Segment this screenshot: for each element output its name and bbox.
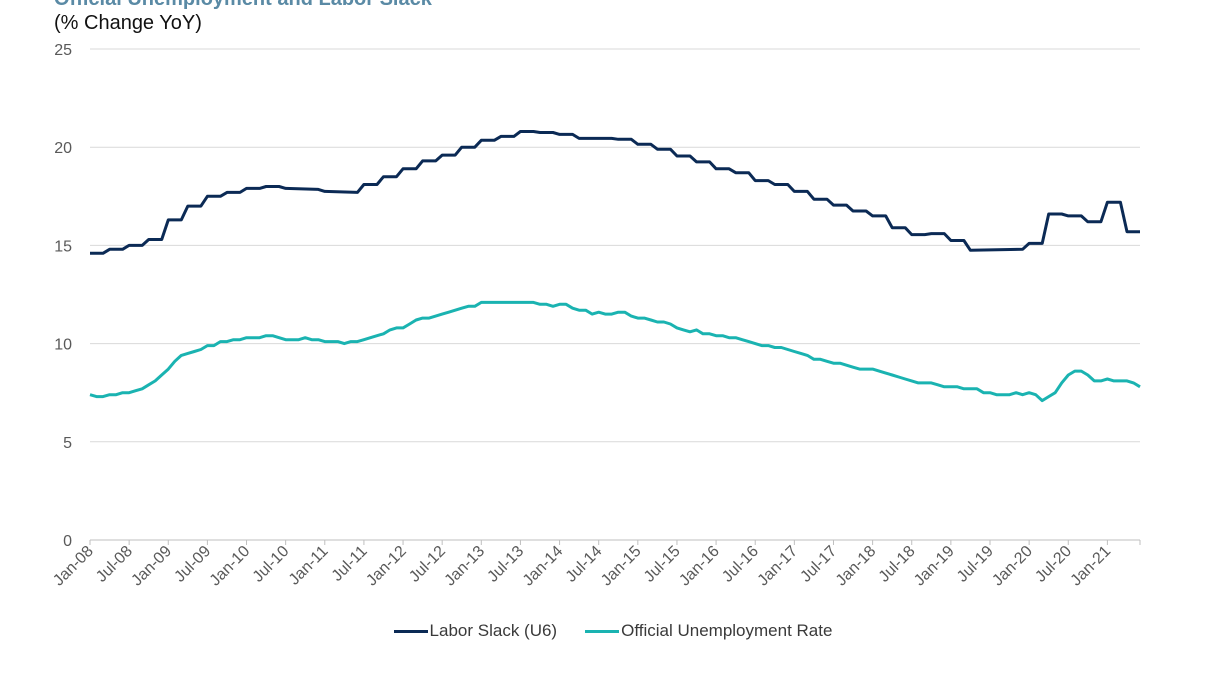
x-tick-label: Jan-20 [989,543,1036,590]
gridlines [90,48,1140,443]
legend-item-unemployment: Official Unemployment Rate [585,621,832,641]
legend-item-u6: Labor Slack (U6) [393,621,558,641]
x-tick-label: Jan-13 [442,543,489,590]
series-line-official-unemployment-rate [89,300,1141,403]
x-tick-label: Jan-15 [598,543,645,590]
y-tick-label: 0 [63,533,72,550]
x-tick-label: Jan-09 [128,543,175,590]
legend-swatch-u6 [393,629,428,633]
chart-subtitle: (% Change YoY) [54,12,202,34]
x-tick-label: Jan-14 [520,543,567,590]
y-tick-label: 20 [54,140,72,157]
x-tick-label: Jan-21 [1068,543,1115,590]
y-axis: 0 5 10 15 20 25 [54,42,72,550]
legend-label-u6: Labor Slack (U6) [429,621,558,640]
x-tick-label: Jan-17 [755,543,802,590]
legend: Labor Slack (U6) Official Unemployment R… [0,621,1226,641]
x-tick-label: Jan-11 [286,543,332,589]
y-tick-label: 10 [54,337,72,354]
x-tick-label: Jul-10 [250,543,293,586]
x-tick-label: Jan-16 [676,543,723,590]
chart-title: Official Unemployment and Labor Slack [54,0,432,11]
legend-swatch-unemployment [585,629,620,633]
series-lines [89,130,1141,403]
x-tick-label: Jan-19 [911,543,958,590]
x-tick-label: Jan-12 [363,543,410,590]
x-axis: Jan-08Jul-08Jan-09Jul-09Jan-10Jul-10Jan-… [50,539,1141,590]
y-tick-label: 15 [54,238,72,255]
y-tick-label: 25 [54,42,72,59]
x-tick-label: Jan-08 [50,543,97,590]
y-tick-label: 5 [63,435,72,452]
series-line-labor-slack-u6 [90,130,1140,255]
x-tick-label: Jan-18 [833,543,880,590]
x-tick-label: Jan-10 [207,543,254,590]
legend-label-unemployment: Official Unemployment Rate [621,621,833,640]
